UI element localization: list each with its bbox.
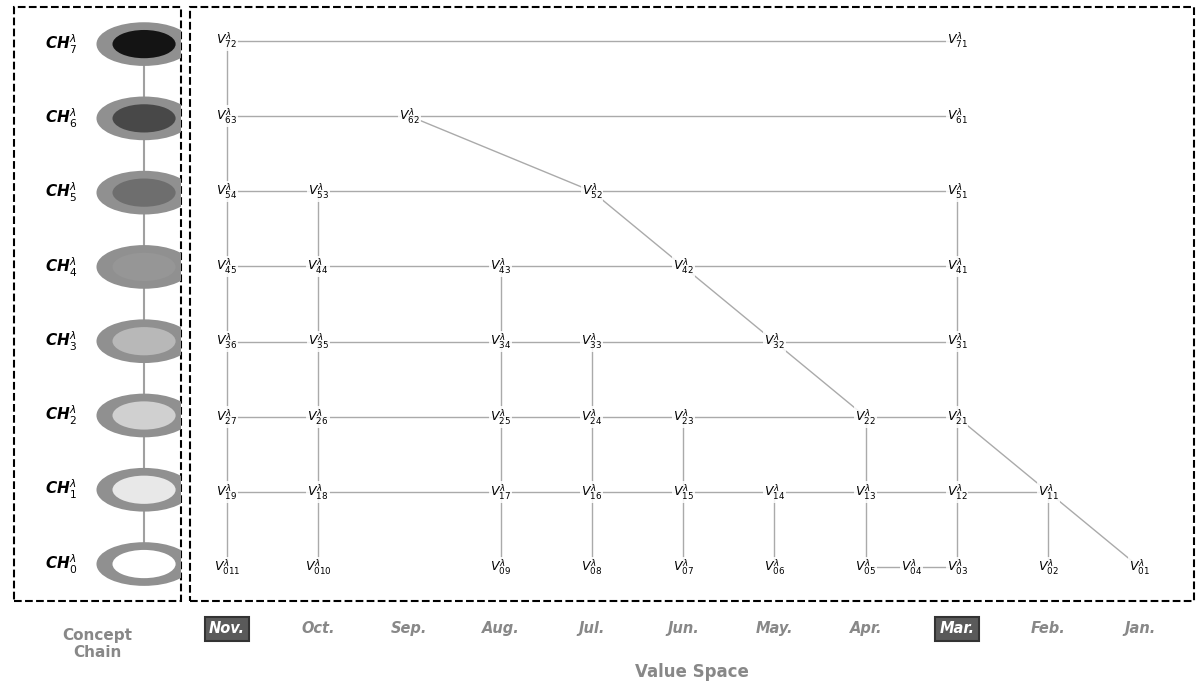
Text: $V^{\lambda}_{36}$: $V^{\lambda}_{36}$ [217,332,237,352]
Circle shape [98,320,190,362]
Text: $V^{\lambda}_{42}$: $V^{\lambda}_{42}$ [673,256,694,276]
Text: $V^{\lambda}_{17}$: $V^{\lambda}_{17}$ [490,482,510,502]
Text: $V^{\lambda}_{41}$: $V^{\lambda}_{41}$ [946,256,968,276]
Circle shape [112,402,176,430]
Text: Jun.: Jun. [667,621,700,637]
Text: $V^{\lambda}_{03}$: $V^{\lambda}_{03}$ [946,557,968,577]
Text: $V^{\lambda}_{21}$: $V^{\lambda}_{21}$ [946,407,968,427]
FancyBboxPatch shape [190,7,1194,601]
Text: $V^{\lambda}_{26}$: $V^{\lambda}_{26}$ [307,407,329,427]
Text: Oct.: Oct. [301,621,335,637]
Text: $\bfit{CH}$$_{4}^{\lambda}$: $\bfit{CH}$$_{4}^{\lambda}$ [45,255,77,279]
Text: $V^{\lambda}_{44}$: $V^{\lambda}_{44}$ [307,256,329,276]
Text: $V^{\lambda}_{18}$: $V^{\lambda}_{18}$ [307,482,329,502]
Text: $V^{\lambda}_{24}$: $V^{\lambda}_{24}$ [582,407,602,427]
Text: $\bfit{CH}$$_{0}^{\lambda}$: $\bfit{CH}$$_{0}^{\lambda}$ [45,553,77,575]
Text: $V^{\lambda}_{72}$: $V^{\lambda}_{72}$ [217,31,237,51]
Text: $V^{\lambda}_{14}$: $V^{\lambda}_{14}$ [763,482,785,502]
Text: Concept
Chain: Concept Chain [63,628,132,660]
Text: Jul.: Jul. [579,621,606,637]
FancyBboxPatch shape [14,7,181,601]
Circle shape [112,253,176,281]
Text: May.: May. [756,621,793,637]
Circle shape [112,327,176,355]
Text: $V^{\lambda}_{43}$: $V^{\lambda}_{43}$ [490,256,510,276]
Text: $\bfit{CH}$$_{1}^{\lambda}$: $\bfit{CH}$$_{1}^{\lambda}$ [45,478,77,501]
Circle shape [112,179,176,206]
Text: $V^{\lambda}_{07}$: $V^{\lambda}_{07}$ [673,557,694,577]
Text: $V^{\lambda}_{19}$: $V^{\lambda}_{19}$ [217,482,237,502]
Circle shape [98,172,190,213]
Text: $\bfit{CH}$$_{7}^{\lambda}$: $\bfit{CH}$$_{7}^{\lambda}$ [45,33,77,56]
Text: $V^{\lambda}_{04}$: $V^{\lambda}_{04}$ [901,557,922,577]
Text: $V^{\lambda}_{71}$: $V^{\lambda}_{71}$ [946,31,968,51]
Text: $V^{\lambda}_{52}$: $V^{\lambda}_{52}$ [582,181,602,201]
Text: $V^{\lambda}_{15}$: $V^{\lambda}_{15}$ [673,482,694,502]
Text: $V^{\lambda}_{02}$: $V^{\lambda}_{02}$ [1038,557,1058,577]
Circle shape [98,97,190,139]
Text: Mar.: Mar. [939,621,974,637]
Text: $V^{\lambda}_{35}$: $V^{\lambda}_{35}$ [307,332,329,352]
Text: $V^{\lambda}_{22}$: $V^{\lambda}_{22}$ [855,407,877,427]
Text: $\bfit{CH}$$_{6}^{\lambda}$: $\bfit{CH}$$_{6}^{\lambda}$ [45,107,77,130]
Text: $\bfit{CH}$$_{5}^{\lambda}$: $\bfit{CH}$$_{5}^{\lambda}$ [45,181,77,204]
Text: $V^{\lambda}_{54}$: $V^{\lambda}_{54}$ [217,181,237,201]
Circle shape [98,24,190,65]
Circle shape [98,543,190,584]
Text: $V^{\lambda}_{01}$: $V^{\lambda}_{01}$ [1129,557,1150,577]
Text: $V^{\lambda}_{13}$: $V^{\lambda}_{13}$ [855,482,877,502]
Text: $V^{\lambda}_{63}$: $V^{\lambda}_{63}$ [217,106,237,126]
Text: $V^{\lambda}_{34}$: $V^{\lambda}_{34}$ [490,332,512,352]
Text: $V^{\lambda}_{010}$: $V^{\lambda}_{010}$ [305,557,331,577]
Text: $V^{\lambda}_{61}$: $V^{\lambda}_{61}$ [946,106,968,126]
Text: Jan.: Jan. [1125,621,1155,637]
Text: $V^{\lambda}_{011}$: $V^{\lambda}_{011}$ [213,557,240,577]
Text: Feb.: Feb. [1031,621,1066,637]
Text: $V^{\lambda}_{06}$: $V^{\lambda}_{06}$ [763,557,785,577]
Text: Apr.: Apr. [850,621,883,637]
Text: $V^{\lambda}_{27}$: $V^{\lambda}_{27}$ [217,407,237,427]
Text: $V^{\lambda}_{53}$: $V^{\lambda}_{53}$ [307,181,329,201]
Text: Nov.: Nov. [208,621,244,637]
Circle shape [98,246,190,288]
Text: $V^{\lambda}_{32}$: $V^{\lambda}_{32}$ [765,332,785,352]
Circle shape [98,395,190,436]
Text: Value Space: Value Space [636,664,749,681]
Circle shape [112,550,176,578]
Circle shape [112,104,176,133]
Text: $V^{\lambda}_{08}$: $V^{\lambda}_{08}$ [582,557,602,577]
Circle shape [112,30,176,58]
Text: $V^{\lambda}_{45}$: $V^{\lambda}_{45}$ [217,256,237,276]
Text: $\bfit{CH}$$_{2}^{\lambda}$: $\bfit{CH}$$_{2}^{\lambda}$ [45,404,77,427]
Text: $V^{\lambda}_{12}$: $V^{\lambda}_{12}$ [946,482,967,502]
Circle shape [98,469,190,511]
Text: $V^{\lambda}_{11}$: $V^{\lambda}_{11}$ [1038,482,1058,502]
Text: Aug.: Aug. [482,621,519,637]
Text: $V^{\lambda}_{33}$: $V^{\lambda}_{33}$ [582,332,602,352]
Text: $V^{\lambda}_{16}$: $V^{\lambda}_{16}$ [582,482,602,502]
Circle shape [112,475,176,504]
Text: $V^{\lambda}_{62}$: $V^{\lambda}_{62}$ [399,106,420,126]
Text: $V^{\lambda}_{23}$: $V^{\lambda}_{23}$ [673,407,694,427]
Text: $V^{\lambda}_{31}$: $V^{\lambda}_{31}$ [946,332,968,352]
Text: $V^{\lambda}_{09}$: $V^{\lambda}_{09}$ [490,557,510,577]
Text: $V^{\lambda}_{05}$: $V^{\lambda}_{05}$ [855,557,877,577]
Text: $V^{\lambda}_{25}$: $V^{\lambda}_{25}$ [490,407,510,427]
Text: $\bfit{CH}$$_{3}^{\lambda}$: $\bfit{CH}$$_{3}^{\lambda}$ [45,329,77,353]
Text: Sep.: Sep. [391,621,427,637]
Text: $V^{\lambda}_{51}$: $V^{\lambda}_{51}$ [946,181,968,201]
